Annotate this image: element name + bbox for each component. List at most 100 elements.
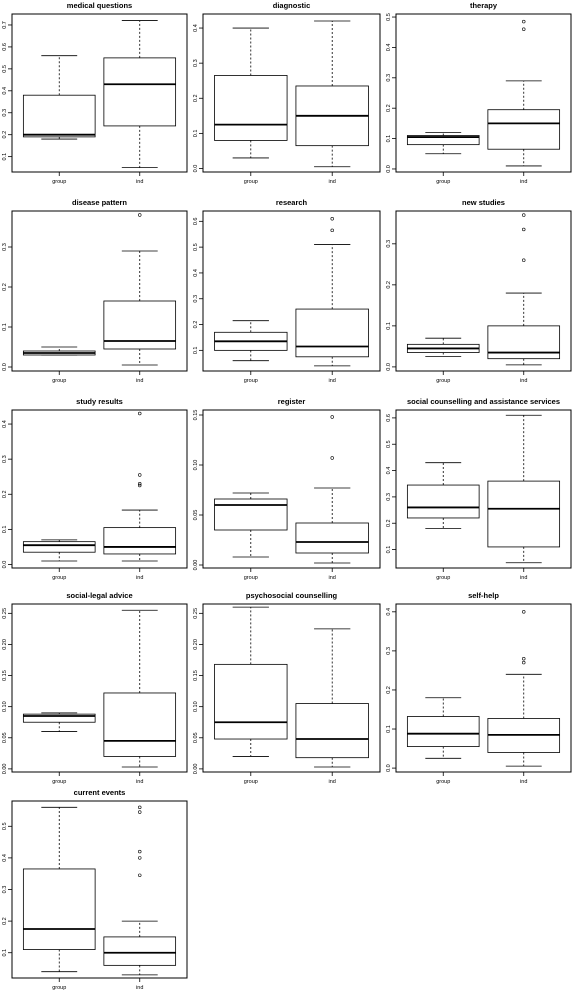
y-tick-label: 0.20 [193, 639, 199, 650]
x-tick-label: ind [520, 378, 527, 384]
y-tick-label: 0.3 [386, 647, 392, 655]
y-tick-label: 0.4 [386, 467, 392, 475]
y-tick-label: 0.15 [2, 670, 8, 681]
x-tick-label: ind [136, 779, 143, 785]
outlier-point [138, 482, 142, 486]
y-tick-label: 0.5 [193, 243, 199, 251]
y-tick-label: 0.6 [2, 43, 8, 51]
x-tick-label: ind [136, 985, 143, 991]
iqr-box [22, 713, 96, 723]
outlier-point [138, 849, 142, 854]
y-tick-label: 0.1 [193, 130, 199, 138]
y-tick-label: 0.3 [2, 109, 8, 117]
plot-frame [11, 210, 188, 372]
y-tick-label: 0.15 [193, 670, 199, 681]
x-tick-label: group [436, 779, 450, 785]
y-tick-label: 0.1 [2, 153, 8, 161]
y-tick-label: 0.25 [2, 608, 8, 619]
x-tick-label: ind [520, 575, 527, 581]
outlier-point [522, 610, 526, 614]
x-tick-label: group [244, 575, 258, 581]
y-tick-label: 0.2 [2, 131, 8, 139]
iqr-box [103, 692, 177, 757]
x-tick-label: ind [520, 779, 527, 785]
y-tick-label: 0.10 [193, 701, 199, 712]
y-tick-label: 0.4 [2, 854, 8, 862]
plot-frame [395, 409, 572, 569]
plot-frame [202, 13, 381, 173]
y-tick-label: 0.3 [2, 243, 8, 251]
x-tick-label: ind [520, 179, 527, 185]
x-tick-label: group [244, 179, 258, 185]
y-tick-label: 0.20 [2, 639, 8, 650]
y-tick-label: 0.4 [193, 269, 199, 277]
y-tick-label: 0.3 [193, 295, 199, 303]
y-tick-label: 0.4 [386, 608, 392, 616]
boxplot-panel: study results 0.0 0.1 0.2 0.3 0.4 group ind [2, 397, 188, 581]
y-tick-label: 0.00 [193, 560, 199, 571]
y-tick-label: 0.3 [2, 886, 8, 894]
y-tick-label: 0.0 [386, 165, 392, 173]
y-tick-label: 0.0 [2, 561, 8, 569]
iqr-box [214, 663, 288, 740]
y-tick-label: 0.5 [386, 440, 392, 448]
boxplot-panel: social-legal advice 0.00 0.05 0.10 0.15 0.20 0… [2, 591, 188, 785]
outlier-point [138, 805, 142, 810]
iqr-box [295, 522, 369, 554]
chart-title: psychosocial counselling [246, 591, 338, 600]
iqr-box [22, 541, 96, 553]
x-tick-label: group [436, 179, 450, 185]
outlier-point [522, 660, 526, 665]
outlier-point [522, 19, 526, 24]
y-tick-label: 0.10 [2, 701, 8, 712]
outlier-point [522, 656, 526, 661]
iqr-box [406, 135, 480, 146]
chart-title: new studies [462, 198, 505, 207]
plot-frame [11, 13, 188, 173]
y-tick-label: 0.5 [2, 65, 8, 73]
y-tick-label: 0.3 [386, 493, 392, 501]
y-tick-label: 0.15 [193, 410, 199, 421]
y-tick-label: 0.1 [2, 949, 8, 957]
y-tick-label: 0.05 [193, 732, 199, 743]
chart-title: social-legal advice [66, 591, 132, 600]
outlier-point [522, 27, 526, 31]
y-tick-label: 0.6 [193, 217, 199, 225]
iqr-box [103, 57, 177, 127]
boxplot-panel: new studies 0.0 0.1 0.2 0.3 group ind [386, 198, 572, 384]
y-tick-label: 0.4 [193, 24, 199, 32]
y-tick-label: 0.05 [193, 510, 199, 521]
y-tick-label: 0.3 [386, 74, 392, 82]
y-tick-label: 0.1 [193, 347, 199, 355]
iqr-box [406, 716, 480, 748]
y-tick-label: 0.2 [193, 94, 199, 102]
chart-title: research [276, 198, 308, 207]
chart-title: social counselling and assistance servic… [407, 397, 560, 406]
x-tick-label: group [52, 378, 66, 384]
x-tick-label: ind [136, 575, 143, 581]
outlier-point [138, 810, 142, 814]
y-tick-label: 0.1 [386, 322, 392, 330]
y-tick-label: 0.2 [386, 104, 392, 112]
x-tick-label: group [436, 378, 450, 384]
outlier-point [138, 483, 142, 488]
iqr-box [406, 484, 480, 519]
y-tick-label: 0.3 [193, 59, 199, 67]
iqr-box [214, 75, 288, 141]
y-tick-label: 0.3 [2, 455, 8, 463]
plot-frame [202, 210, 381, 372]
plot-frame [11, 603, 188, 773]
outlier-point [330, 415, 334, 419]
x-tick-label: group [52, 985, 66, 991]
iqr-box [295, 703, 369, 759]
boxplot-panel: self-help 0.0 0.1 0.2 0.3 0.4 group ind [386, 591, 572, 785]
chart-title: diagnostic [273, 1, 311, 10]
y-tick-label: 0.6 [386, 414, 392, 422]
outlier-point [330, 228, 334, 233]
iqr-box [22, 94, 96, 138]
y-tick-label: 0.0 [386, 764, 392, 772]
iqr-box [487, 480, 561, 548]
y-tick-label: 0.2 [2, 490, 8, 498]
x-tick-label: ind [329, 378, 336, 384]
